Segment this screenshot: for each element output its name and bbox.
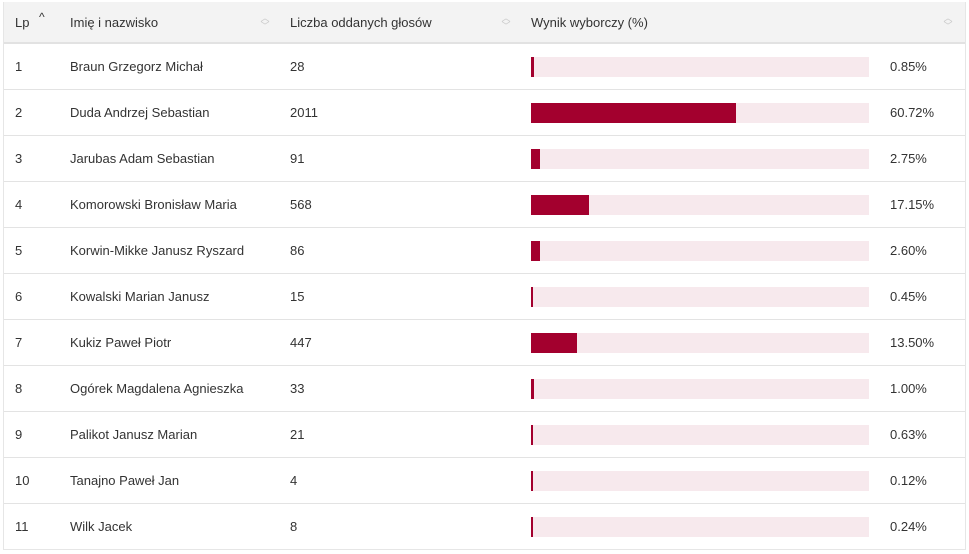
row-votes: 2011 [290,105,318,120]
result-bar-track [531,103,869,123]
row-percent: 13.50% [890,335,935,350]
result-bar [531,425,534,445]
row-lp: 2 [15,105,23,120]
result-bar-track [531,195,869,215]
row-name: Palikot Janusz Marian [70,427,198,442]
row-name: Kowalski Marian Janusz [70,289,210,304]
table-row: 6 Kowalski Marian Janusz 15 0.45% [4,274,965,320]
row-votes: 86 [290,243,305,258]
table-row: 4 Komorowski Bronisław Maria 568 17.15% [4,182,965,228]
table-row: 3 Jarubas Adam Sebastian 91 2.75% [4,136,965,182]
table-row: 5 Korwin-Mikke Janusz Ryszard 86 2.60% [4,228,965,274]
result-bar [531,103,737,123]
sort-icon[interactable]: ︿ ﹀ [260,13,270,31]
row-votes: 28 [290,59,305,74]
row-name: Komorowski Bronisław Maria [70,197,237,212]
row-lp: 5 [15,243,23,258]
row-name: Braun Grzegorz Michał [70,59,203,74]
table-row: 1 Braun Grzegorz Michał 28 0.85% [4,44,965,90]
result-bar-track [531,57,869,77]
result-bar-track [531,471,869,491]
sort-icon[interactable]: ︿ ﹀ [501,13,511,31]
row-name: Jarubas Adam Sebastian [70,151,215,166]
row-votes: 91 [290,151,305,166]
results-table: Lp ^ Imię i nazwisko ︿ ﹀ Liczba oddanych … [3,2,966,550]
row-votes: 33 [290,381,305,396]
result-bar [531,57,534,77]
header-votes[interactable]: Liczba oddanych głosów [290,14,432,30]
header-lp[interactable]: Lp [15,14,30,30]
row-percent: 0.63% [890,427,927,442]
row-lp: 4 [15,197,23,212]
row-percent: 60.72% [890,105,935,120]
row-percent: 0.85% [890,59,927,74]
row-votes: 15 [290,289,305,304]
row-lp: 3 [15,151,23,166]
table-row: 7 Kukiz Paweł Piotr 447 13.50% [4,320,965,366]
row-lp: 6 [15,289,23,304]
row-lp: 8 [15,381,23,396]
row-name: Duda Andrzej Sebastian [70,105,210,120]
header-result[interactable]: Wynik wyborczy (%) [531,14,648,30]
row-percent: 2.60% [890,243,927,258]
result-bar [531,517,533,537]
result-bar-track [531,241,869,261]
sort-ascending-icon[interactable]: ^ [39,10,45,24]
table-row: 8 Ogórek Magdalena Agnieszka 33 1.00% [4,366,965,412]
result-bar [531,333,577,353]
result-bar [531,149,541,169]
row-votes: 21 [290,427,305,442]
sort-icon[interactable]: ︿ ﹀ [943,13,953,31]
result-bar-track [531,517,869,537]
row-lp: 9 [15,427,23,442]
row-name: Ogórek Magdalena Agnieszka [70,381,244,396]
result-bar [531,379,535,399]
result-bar-track [531,425,869,445]
result-bar-track [531,379,869,399]
row-lp: 7 [15,335,23,350]
row-votes: 8 [290,519,298,534]
row-percent: 0.45% [890,289,927,304]
row-name: Tanajno Paweł Jan [70,473,180,488]
result-bar-track [531,149,869,169]
row-percent: 17.15% [890,197,935,212]
result-bar [531,287,533,307]
row-percent: 0.24% [890,519,927,534]
row-votes: 447 [290,335,312,350]
table-row: 2 Duda Andrzej Sebastian 2011 60.72% [4,90,965,136]
row-lp: 10 [15,473,30,488]
row-percent: 2.75% [890,151,927,166]
table-row: 9 Palikot Janusz Marian 21 0.63% [4,412,965,458]
row-name: Wilk Jacek [70,519,133,534]
table-row: 11 Wilk Jacek 8 0.24% [4,504,965,549]
row-lp: 1 [15,59,23,74]
row-percent: 0.12% [890,473,927,488]
row-name: Kukiz Paweł Piotr [70,335,172,350]
row-lp: 11 [15,519,29,534]
header-name[interactable]: Imię i nazwisko [70,14,159,30]
row-votes: 568 [290,197,312,212]
row-name: Korwin-Mikke Janusz Ryszard [70,243,245,258]
result-bar [531,195,589,215]
result-bar-track [531,333,869,353]
result-bar [531,241,540,261]
row-percent: 1.00% [890,381,927,396]
table-header: Lp ^ Imię i nazwisko ︿ ﹀ Liczba oddanych … [4,2,965,44]
table-row: 10 Tanajno Paweł Jan 4 0.12% [4,458,965,504]
result-bar-track [531,287,869,307]
result-bar [531,471,533,491]
row-votes: 4 [290,473,298,488]
